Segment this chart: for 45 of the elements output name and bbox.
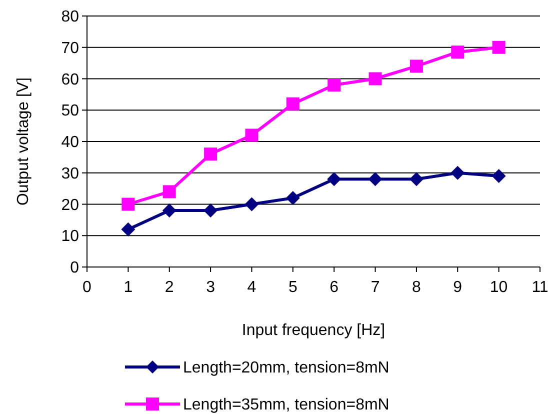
point [451,46,464,59]
y-tick-label: 10 [61,228,80,246]
point [492,169,506,184]
x-tick-label: 6 [330,279,339,296]
x-tick-label: 1 [124,279,133,296]
point [244,197,259,212]
point [368,172,382,186]
x-tick-label: 0 [82,279,92,296]
point [368,72,382,86]
point [328,78,341,92]
x-axis-title: Input frequency [Hz] [242,322,386,339]
y-tick-label: 20 [61,196,80,214]
y-tick-label: 30 [61,165,80,182]
x-tick-label: 9 [453,279,462,296]
point [121,222,136,236]
point [162,204,176,218]
point [450,166,465,180]
y-tick-label: 60 [61,71,80,88]
y-tick-label: 50 [61,102,80,120]
point [204,148,218,161]
point [492,40,506,54]
point [204,204,218,218]
x-tick-label: 11 [532,279,548,296]
point [409,172,424,186]
legend-label: Length=20mm, tension=8mN [183,360,390,377]
x-tick-label: 2 [164,279,174,296]
y-tick-label: 0 [70,260,80,277]
y-tick-label: 40 [61,134,80,152]
point [122,198,135,211]
point [410,60,423,73]
point [327,172,342,186]
x-tick-label: 5 [288,279,298,296]
x-tick-label: 10 [490,279,508,296]
x-tick-label: 8 [412,279,421,296]
point [286,97,300,110]
x-tick-label: 3 [206,279,216,296]
point [162,185,176,198]
y-tick-label: 70 [61,40,80,57]
y-axis-title: Output voltage [V] [15,77,32,206]
x-tick-label: 7 [370,279,380,296]
y-tick-label: 80 [61,8,80,26]
point [245,128,258,142]
point [286,190,300,205]
x-tick-label: 4 [247,279,256,296]
legend-label: Length=35mm, tension=8mN [183,396,390,414]
